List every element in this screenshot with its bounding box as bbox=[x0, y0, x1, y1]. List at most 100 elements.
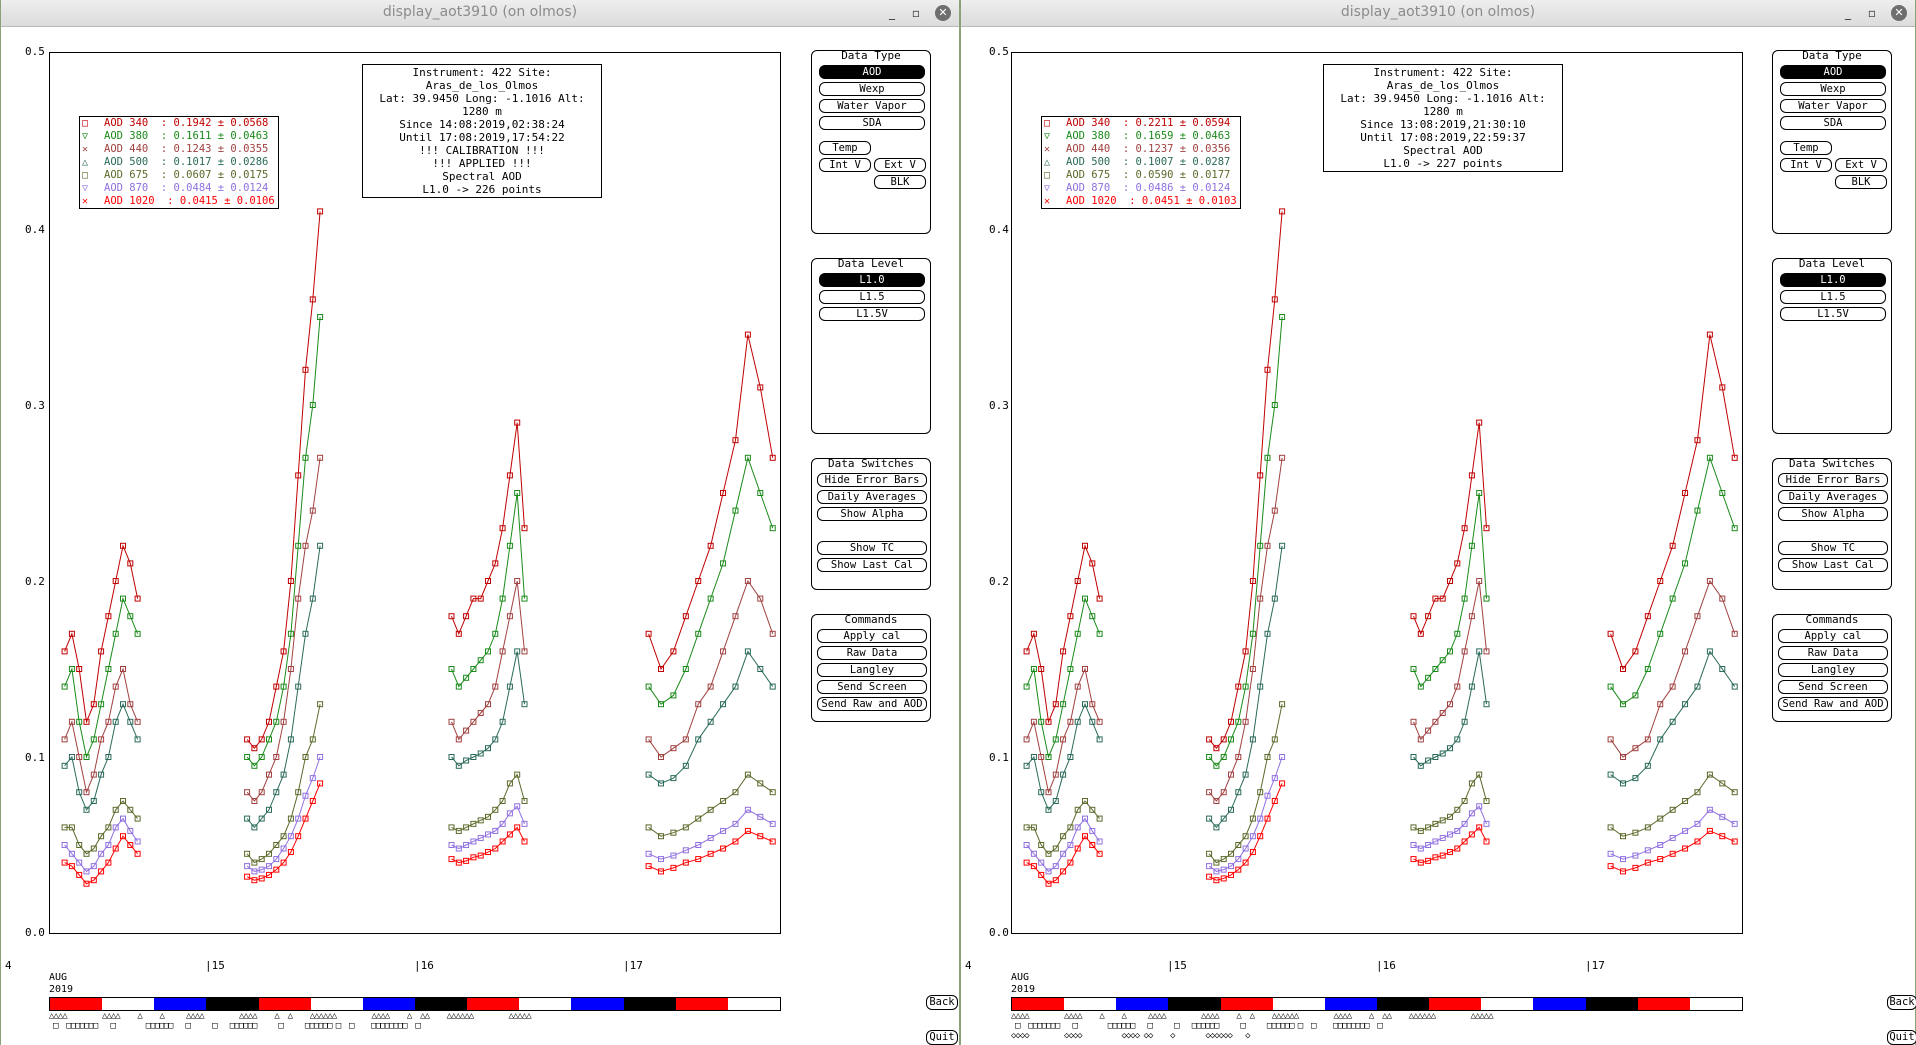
data-point bbox=[707, 850, 714, 857]
hide-error-bars-button[interactable]: Hide Error Bars bbox=[817, 473, 927, 487]
timeline-segment bbox=[258, 998, 311, 1010]
data-point bbox=[720, 845, 727, 852]
series-line-aod-1020 bbox=[1413, 826, 1487, 864]
data-point bbox=[732, 789, 739, 796]
maximize-button[interactable]: ▫ bbox=[911, 6, 921, 20]
blk-button[interactable]: BLK bbox=[874, 175, 926, 189]
data-point bbox=[645, 850, 652, 857]
show-tc-button[interactable]: Show TC bbox=[817, 541, 927, 555]
data-point bbox=[1023, 824, 1030, 831]
data-point bbox=[120, 798, 126, 804]
legend-marker: ✕ bbox=[82, 144, 89, 155]
data-point bbox=[485, 701, 491, 708]
daily-averages-button[interactable]: Daily Averages bbox=[817, 490, 927, 504]
data-point bbox=[273, 754, 280, 760]
aod-button[interactable]: AOD bbox=[819, 65, 925, 79]
title-bar[interactable]: display_aot3910 (on olmos) _ ▫ ✕ bbox=[1, 0, 959, 27]
data-point bbox=[134, 630, 141, 637]
level-l1.5-button[interactable]: L1.5 bbox=[1780, 290, 1886, 304]
sda-button[interactable]: SDA bbox=[1780, 116, 1886, 130]
wexp-button[interactable]: Wexp bbox=[819, 82, 925, 96]
data-point bbox=[1731, 838, 1738, 845]
data-point bbox=[1023, 648, 1030, 655]
timeline-segment bbox=[102, 998, 155, 1010]
data-point bbox=[244, 754, 251, 760]
int-v-button[interactable]: Int V bbox=[1780, 158, 1832, 172]
langley-button[interactable]: Langley bbox=[1778, 663, 1888, 677]
data-point bbox=[1249, 833, 1256, 840]
data-point bbox=[120, 815, 126, 822]
data-point bbox=[1060, 833, 1067, 840]
data-point bbox=[1271, 775, 1278, 782]
show-alpha-button[interactable]: Show Alpha bbox=[817, 507, 927, 521]
data-point bbox=[1417, 762, 1424, 769]
data-point bbox=[670, 775, 677, 782]
water-vapor-button[interactable]: Water Vapor bbox=[819, 99, 925, 113]
data-point bbox=[658, 754, 665, 760]
quit-button[interactable]: Quit bbox=[926, 1030, 958, 1045]
data-point bbox=[492, 845, 499, 852]
show-tc-button[interactable]: Show TC bbox=[1778, 541, 1888, 555]
data-point bbox=[1706, 648, 1713, 655]
data-point bbox=[670, 745, 677, 752]
ext-v-button[interactable]: Ext V bbox=[1835, 158, 1887, 172]
info-location: Lat: 39.9450 Long: -1.1016 Alt: 1280 m bbox=[379, 92, 585, 118]
title-bar[interactable]: display_aot3910 (on olmos) _ ▫ ✕ bbox=[961, 0, 1915, 27]
langley-button[interactable]: Langley bbox=[817, 663, 927, 677]
level-l1.0-button[interactable]: L1.0 bbox=[1780, 273, 1886, 287]
close-button[interactable]: ✕ bbox=[1891, 5, 1907, 21]
legend-entry: ✕ AOD 1020 : 0.0451 ± 0.0103 bbox=[1044, 195, 1237, 208]
temp-button[interactable]: Temp bbox=[1780, 141, 1832, 155]
data-point bbox=[1657, 578, 1664, 584]
level-l1.5v-button[interactable]: L1.5V bbox=[1780, 307, 1886, 321]
y-tick-0.0: 0.0 bbox=[25, 926, 45, 939]
apply-cal-button[interactable]: Apply cal bbox=[817, 629, 927, 643]
back-button[interactable]: Back bbox=[1887, 995, 1916, 1010]
data-point bbox=[1235, 683, 1242, 690]
raw-data-button[interactable]: Raw Data bbox=[1778, 646, 1888, 660]
data-point bbox=[120, 542, 126, 549]
data-point bbox=[76, 718, 83, 725]
data-point bbox=[98, 648, 105, 655]
send-raw-and-aod-button[interactable]: Send Raw and AOD bbox=[817, 697, 927, 711]
level-l1.0-button[interactable]: L1.0 bbox=[819, 273, 925, 287]
temp-button[interactable]: Temp bbox=[819, 141, 871, 155]
wexp-button[interactable]: Wexp bbox=[1780, 82, 1886, 96]
ext-v-button[interactable]: Ext V bbox=[874, 158, 926, 172]
show-last-cal-button[interactable]: Show Last Cal bbox=[817, 558, 927, 572]
apply-cal-button[interactable]: Apply cal bbox=[1778, 629, 1888, 643]
data-point bbox=[1213, 868, 1220, 875]
maximize-button[interactable]: ▫ bbox=[1867, 6, 1877, 20]
data-point bbox=[98, 833, 105, 840]
data-point bbox=[645, 863, 652, 870]
data-point bbox=[98, 701, 105, 708]
send-screen-button[interactable]: Send Screen bbox=[1778, 680, 1888, 694]
water-vapor-button[interactable]: Water Vapor bbox=[1780, 99, 1886, 113]
minimize-button[interactable]: _ bbox=[889, 6, 895, 20]
level-l1.5v-button[interactable]: L1.5V bbox=[819, 307, 925, 321]
raw-data-button[interactable]: Raw Data bbox=[817, 646, 927, 660]
send-raw-and-aod-button[interactable]: Send Raw and AOD bbox=[1778, 697, 1888, 711]
blk-button[interactable]: BLK bbox=[1835, 175, 1887, 189]
aod-button[interactable]: AOD bbox=[1780, 65, 1886, 79]
data-point bbox=[83, 868, 90, 875]
level-l1.5-button[interactable]: L1.5 bbox=[819, 290, 925, 304]
close-button[interactable]: ✕ bbox=[935, 5, 951, 21]
timeline-segment bbox=[414, 998, 468, 1010]
data-point bbox=[317, 208, 324, 215]
daily-averages-button[interactable]: Daily Averages bbox=[1778, 490, 1888, 504]
data-point bbox=[1074, 718, 1081, 725]
hide-error-bars-button[interactable]: Hide Error Bars bbox=[1778, 473, 1888, 487]
send-screen-button[interactable]: Send Screen bbox=[817, 680, 927, 694]
back-button[interactable]: Back bbox=[926, 995, 958, 1010]
data-point bbox=[1023, 842, 1030, 848]
data-point bbox=[670, 648, 677, 655]
data-point bbox=[90, 877, 97, 884]
show-alpha-button[interactable]: Show Alpha bbox=[1778, 507, 1888, 521]
commands-title: Commands bbox=[844, 613, 898, 626]
sda-button[interactable]: SDA bbox=[819, 116, 925, 130]
show-last-cal-button[interactable]: Show Last Cal bbox=[1778, 558, 1888, 572]
minimize-button[interactable]: _ bbox=[1845, 6, 1851, 20]
quit-button[interactable]: Quit bbox=[1887, 1030, 1916, 1045]
int-v-button[interactable]: Int V bbox=[819, 158, 871, 172]
